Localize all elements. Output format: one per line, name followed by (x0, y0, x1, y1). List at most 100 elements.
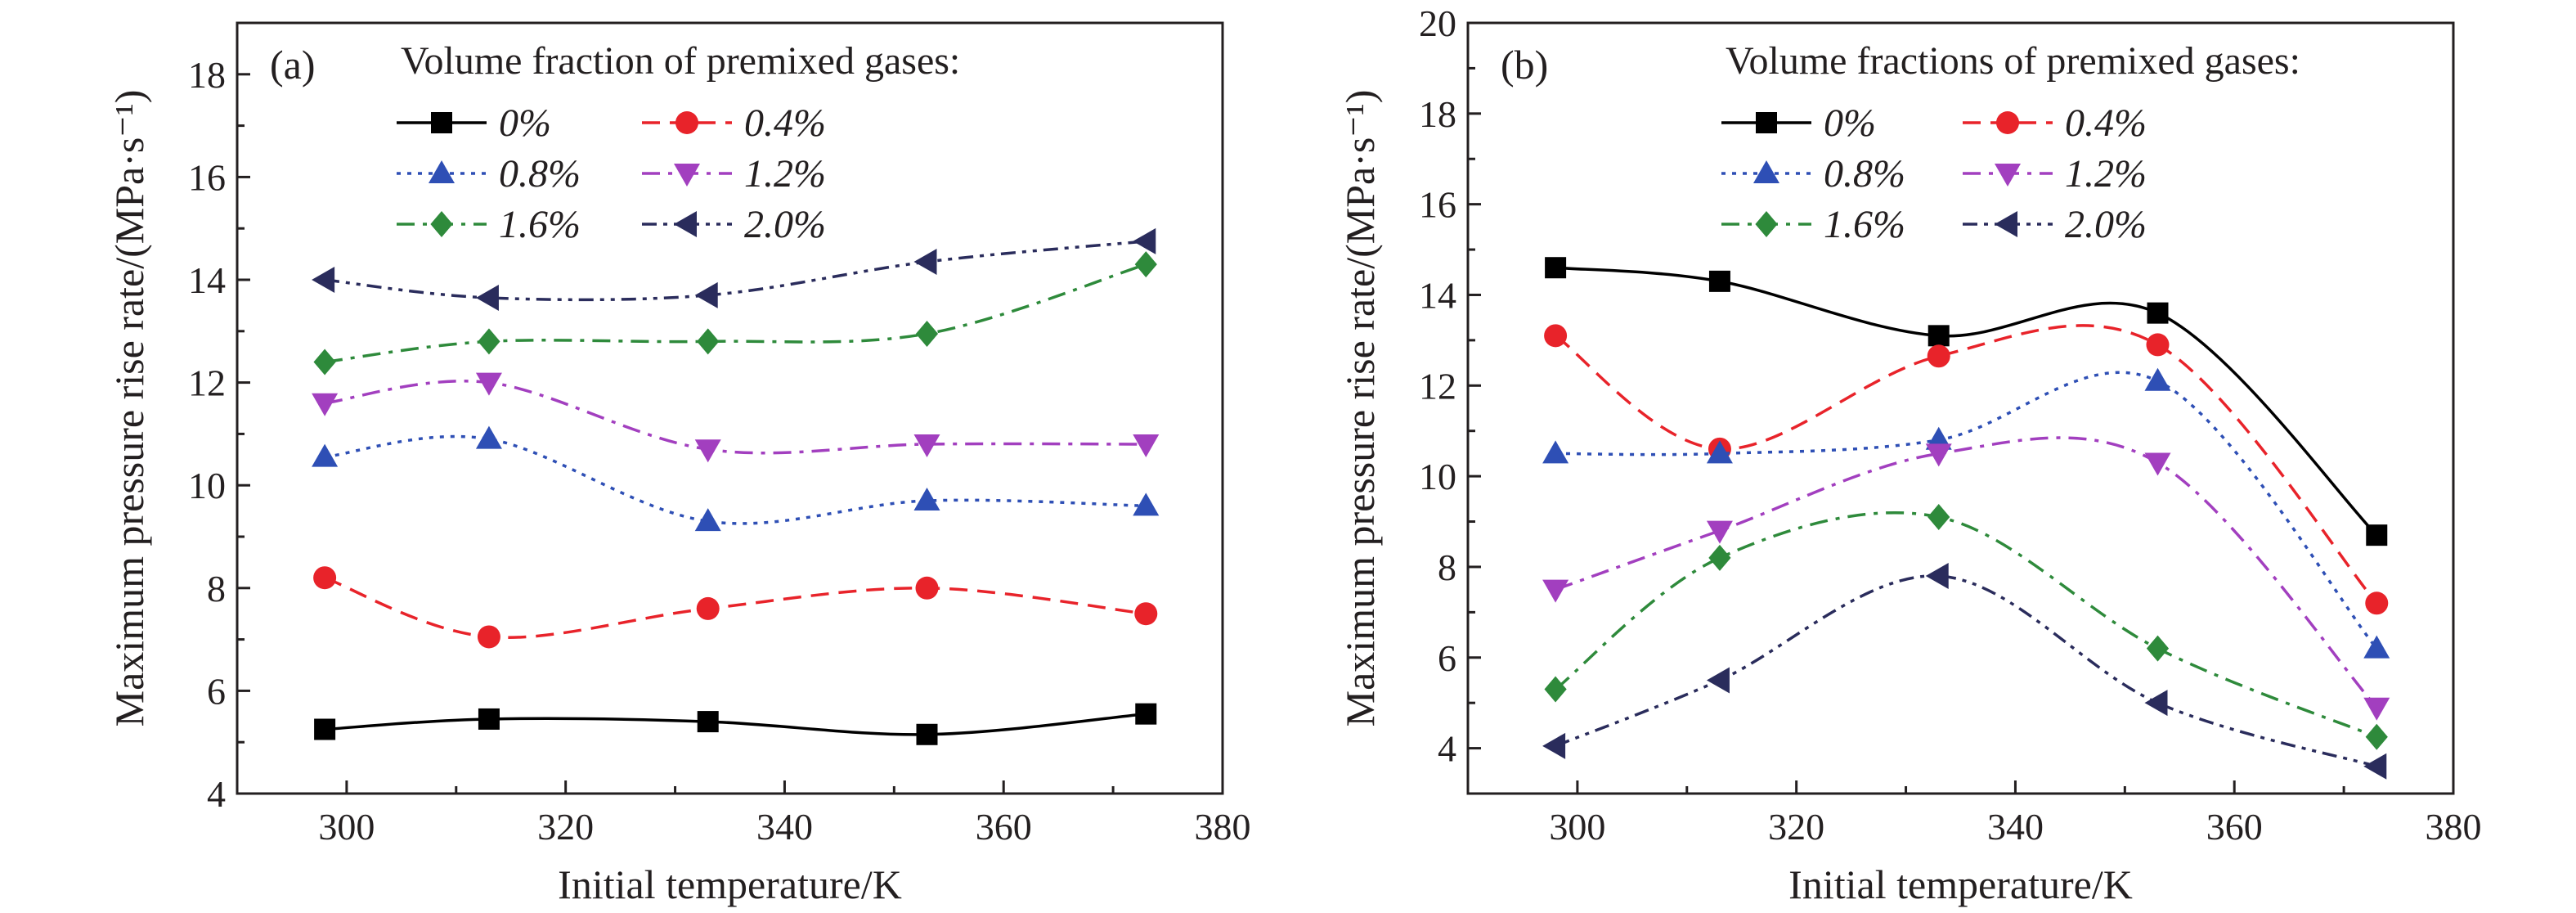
series-line (1555, 574, 2377, 768)
data-point (1928, 503, 1950, 530)
data-point (694, 508, 721, 532)
data-point (1545, 257, 1567, 279)
legend-label: 1.6% (499, 203, 581, 246)
legend-marker (1755, 211, 1778, 237)
series-5 (1542, 563, 2387, 780)
data-point (1927, 344, 1950, 368)
data-point (916, 723, 938, 745)
data-point (915, 576, 939, 600)
data-point (475, 372, 502, 396)
data-point (1708, 544, 1731, 571)
chart-panel-1: 300 320 340 360 380 4 6 8 10 12 14 16 18 20 Initial te… (1337, 2, 2482, 907)
legend-entry: 0.8% (1721, 152, 1905, 196)
data-point (475, 425, 502, 449)
data-point (1706, 667, 1730, 694)
data-point (2144, 367, 2171, 391)
legend-label: 0% (499, 101, 551, 145)
data-point (478, 328, 500, 355)
legend-label: 1.2% (744, 152, 826, 196)
y-tick-label: 16 (188, 156, 226, 198)
y-tick-label: 4 (207, 773, 226, 815)
legend-entry: 0.4% (642, 101, 826, 145)
legend-entry: 1.6% (1721, 203, 1905, 246)
legend-label: 0.8% (1824, 152, 1905, 196)
legend-marker (1756, 112, 1777, 133)
data-point (1925, 443, 1952, 467)
legend-label: 0.4% (2065, 101, 2147, 145)
data-point (475, 284, 499, 311)
data-point (1135, 703, 1157, 725)
y-axis-label: Maximum pressure rise rate/(MPa·s⁻¹) (1337, 90, 1383, 727)
data-point (2147, 302, 2169, 324)
legend-entry: 2.0% (642, 203, 826, 246)
data-point (697, 711, 719, 733)
data-point (694, 439, 721, 463)
series-line (1555, 324, 2378, 605)
legend-entry: 1.2% (642, 152, 826, 196)
x-tick-label: 300 (1549, 806, 1605, 848)
data-point (312, 443, 339, 467)
legend-label: 2.0% (744, 203, 826, 246)
x-tick-label: 360 (976, 806, 1032, 848)
data-point (1544, 324, 1568, 348)
legend-entry: 1.6% (397, 203, 581, 246)
series-line (324, 434, 1147, 525)
data-point (477, 625, 500, 649)
series-line (324, 240, 1147, 302)
data-point (694, 281, 718, 308)
series-line (1555, 266, 2378, 537)
data-point (1708, 270, 1730, 292)
data-point (478, 708, 500, 730)
series-4 (1544, 503, 2388, 750)
legend-marker (431, 112, 452, 133)
legend-entry: 0.4% (1963, 101, 2147, 145)
legend-entry: 1.2% (1963, 152, 2147, 196)
legend-marker (1753, 160, 1779, 183)
y-axis-label: Maximum pressure rise rate/(MPa·s⁻¹) (106, 90, 152, 727)
series-line (1555, 371, 2378, 650)
data-point (2365, 591, 2389, 615)
x-tick-label: 360 (2206, 806, 2263, 848)
data-point (2146, 333, 2170, 357)
y-tick-label: 18 (188, 54, 226, 96)
data-point (1706, 440, 1733, 464)
legend-marker (675, 111, 698, 134)
data-point (314, 718, 336, 740)
plot-frame (1466, 21, 2455, 795)
data-point (1542, 440, 1569, 464)
data-point (913, 488, 940, 511)
series-0 (314, 703, 1157, 745)
data-point (696, 596, 720, 620)
data-point (313, 566, 337, 590)
data-point (1133, 227, 1156, 254)
data-point (1134, 602, 1158, 626)
series-2 (312, 425, 1160, 532)
plot-frame (236, 21, 1224, 795)
legend-entry: 2.0% (1963, 203, 2147, 246)
data-point (1133, 434, 1160, 457)
legend-label: 0.4% (744, 101, 826, 145)
y-tick-label: 6 (1438, 637, 1456, 679)
series-3 (1542, 436, 2390, 721)
legend-entry: 0.8% (397, 152, 581, 196)
data-point (2144, 690, 2168, 717)
legend-marker (1995, 164, 2021, 187)
data-point (312, 393, 339, 416)
data-point (313, 349, 336, 376)
data-point (1925, 563, 1949, 590)
legend-marker (429, 160, 455, 183)
legend-marker (1995, 211, 2017, 237)
data-point (915, 320, 939, 347)
series-line (325, 712, 1147, 736)
series-line (324, 576, 1147, 639)
x-tick-label: 380 (2426, 806, 2482, 848)
legend-marker (674, 211, 697, 237)
data-point (1542, 579, 1569, 603)
y-tick-label: 12 (188, 362, 226, 404)
x-tick-label: 340 (1987, 806, 2044, 848)
y-tick-label: 10 (1419, 456, 1456, 497)
legend-entry: 0% (1721, 101, 1876, 145)
y-tick-label: 12 (1419, 365, 1456, 407)
panel-label: (a) (270, 42, 316, 88)
legend-marker (674, 164, 700, 187)
